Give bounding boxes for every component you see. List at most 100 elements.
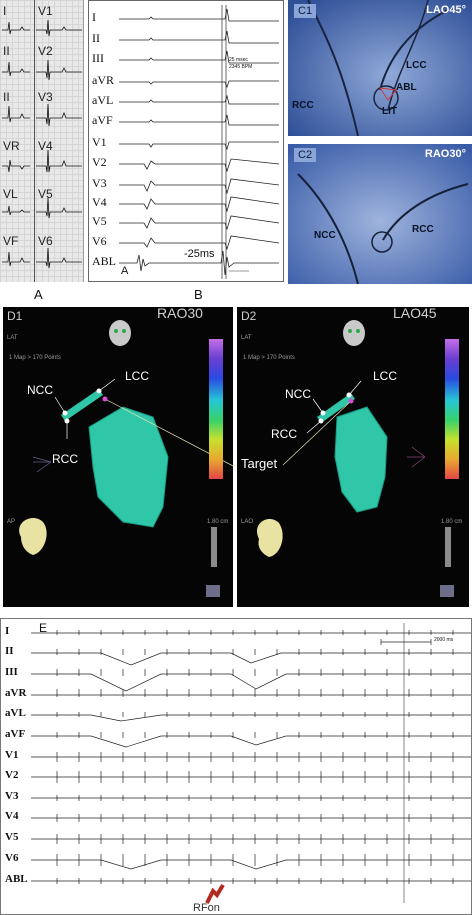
lcc-label: LCC	[406, 60, 427, 71]
c2-image	[288, 144, 472, 284]
scale-bar-label: 2000 ms	[434, 637, 454, 643]
panel-c2-fluoroscopy: C2 RAO30° NCC RCC	[288, 144, 472, 284]
trace-e-3	[31, 673, 471, 692]
trace-b-11	[119, 215, 280, 231]
ncc-pointer	[312, 398, 324, 414]
orientation-label: LAO	[241, 519, 254, 525]
scale-bar	[380, 639, 432, 645]
rcc-label: RCC	[52, 452, 78, 466]
panel-b-traces	[119, 5, 280, 279]
ventricle-mesh	[88, 406, 169, 528]
trace-e-2	[31, 652, 471, 666]
heart-icon	[19, 517, 47, 555]
lit-label: LIT	[382, 106, 397, 117]
lead-label: aVF	[92, 113, 113, 127]
orientation-label: AP	[7, 519, 16, 525]
trace-b-9	[119, 178, 280, 195]
panel-d2-electroanatomic-map: D2 LAO45 LAT 1 Map > 170 Points LAO 1.80…	[237, 307, 469, 607]
lead-label: I	[92, 10, 96, 24]
trace-left-5	[2, 205, 30, 216]
trace-b-6	[119, 114, 279, 126]
ncc-pointer	[54, 396, 66, 414]
column-separator	[34, 0, 35, 282]
lat-label: LAT	[7, 335, 18, 341]
rcc-label: RCC	[271, 427, 297, 441]
lead-label: ABL	[5, 873, 28, 885]
lead-label: V3	[38, 90, 53, 104]
ecg-grid	[0, 0, 83, 282]
rf-label: RFon	[193, 902, 220, 914]
panel-b-ecg-intracardiac: I II III aVR aVL aVF V1 V2 V3 V4 V5 V6 A…	[88, 0, 284, 282]
lead-label: III	[92, 51, 104, 65]
interval-label: -25ms	[184, 248, 215, 260]
panel-c1-fluoroscopy: C1 LAO45° LCC ABL RCC LIT	[288, 0, 472, 136]
trace-right-1	[36, 19, 82, 37]
abl-label: ABL	[396, 82, 417, 93]
catheter-c1-3	[387, 0, 429, 111]
lead-label: V6	[92, 234, 107, 248]
lead-label: V5	[38, 187, 53, 201]
view-label: RAO30	[157, 307, 203, 321]
measure-line1: 25 msec	[229, 57, 248, 63]
panel-d1-electroanatomic-map: D1 RAO30 LAT 1 Map > 170 Points AP 1.80 …	[3, 307, 233, 607]
lead-label: V4	[38, 139, 53, 153]
lcc-label: LCC	[373, 369, 398, 383]
map-info: 1 Map > 170 Points	[243, 355, 295, 361]
ncc-label: NCC	[285, 387, 311, 401]
d2-image	[257, 320, 454, 597]
trace-left-3	[2, 105, 30, 123]
scale-label: 1.80 cm	[441, 519, 463, 525]
lead-label: V4	[92, 195, 107, 209]
lead-label: aVL	[92, 93, 114, 107]
lead-label: V4	[5, 810, 19, 822]
catheter-c2-1	[297, 173, 359, 284]
map-info: 1 Map > 170 Points	[9, 355, 61, 361]
lead-label: aVR	[92, 73, 114, 87]
qrs-spikes	[56, 630, 454, 884]
lead-label: I	[5, 625, 10, 637]
lead-label: aVF	[5, 728, 26, 740]
lead-label: I	[3, 4, 7, 18]
aortic-root-mesh	[317, 393, 355, 423]
target-point	[102, 396, 108, 402]
lead-label: V3	[5, 790, 19, 802]
caption-a: A	[34, 287, 43, 302]
trace-left-6	[2, 251, 30, 267]
trace-b-5	[119, 94, 279, 105]
view-label: RAO30°	[424, 148, 466, 160]
rcc-label: RCC	[412, 224, 434, 235]
c1-image	[288, 0, 472, 136]
trace-b-7	[119, 141, 279, 151]
lead-label: VL	[3, 187, 18, 201]
lead-label: VF	[3, 234, 19, 248]
lead-label: V5	[92, 214, 107, 228]
lead-label: V2	[92, 155, 107, 169]
lead-label: II	[3, 90, 10, 104]
scale-label: 1.80 cm	[207, 519, 229, 525]
trace-b-10	[119, 196, 280, 213]
lead-label: V1	[38, 4, 53, 18]
aortic-root-mesh	[61, 389, 103, 421]
panel-tag: C2	[294, 148, 317, 162]
lead-label: VR	[3, 139, 20, 153]
trace-e-12	[31, 859, 471, 870]
lead-label: V1	[92, 135, 107, 149]
trace-b-4	[119, 80, 279, 89]
lcc-pointer	[348, 380, 362, 396]
target-line	[282, 400, 352, 466]
ventricle-mesh	[334, 406, 388, 513]
ncc-label: NCC	[314, 230, 336, 241]
trace-b-2	[119, 30, 279, 44]
view-label: LAO45°	[426, 4, 466, 16]
rf-arrow	[205, 883, 225, 904]
trace-b-1	[119, 8, 279, 22]
lead-label: ABL	[92, 254, 116, 268]
panel-e-traces	[31, 623, 471, 904]
trace-e-5	[31, 714, 471, 722]
lcc-pointer	[98, 378, 116, 392]
trace-right-2	[36, 59, 82, 81]
head-icon	[109, 320, 131, 346]
trace-b-8	[119, 158, 280, 173]
rcc-label: RCC	[292, 100, 314, 111]
abl-marker	[378, 87, 397, 101]
